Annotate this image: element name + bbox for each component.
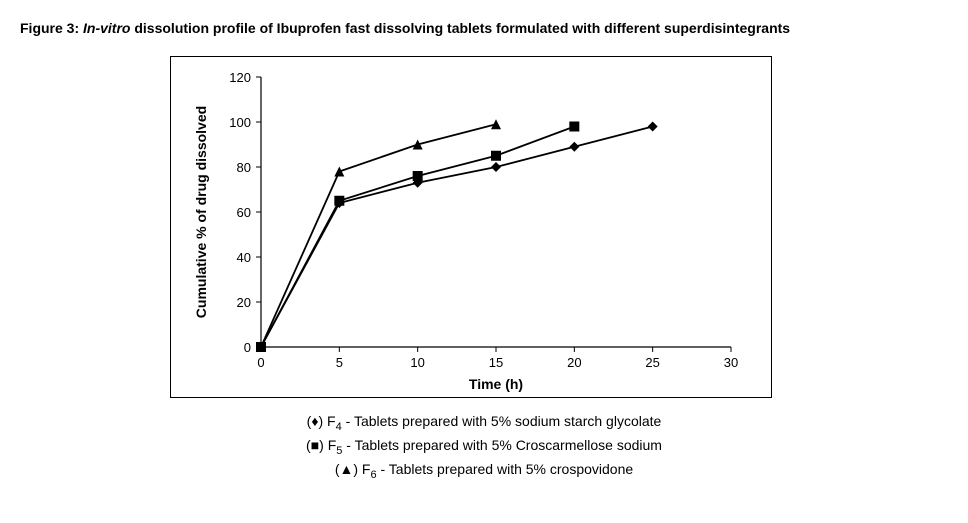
svg-text:20: 20 [567, 355, 581, 370]
svg-text:120: 120 [229, 70, 251, 85]
svg-text:0: 0 [244, 340, 251, 355]
svg-text:5: 5 [336, 355, 343, 370]
title-rest: dissolution profile of Ibuprofen fast di… [130, 20, 790, 36]
svg-text:Time (h): Time (h) [469, 376, 523, 392]
svg-text:10: 10 [410, 355, 424, 370]
chart-svg: 0 20 40 60 80 100 120 0 5 10 15 20 25 30 Time (h) Cumul… [171, 57, 771, 397]
diamond-icon: ♦ [311, 413, 318, 429]
legend-item-f5: (■) F5 - Tablets prepared with 5% Crosca… [20, 437, 948, 457]
svg-text:100: 100 [229, 115, 251, 130]
svg-text:15: 15 [489, 355, 503, 370]
square-icon: ■ [311, 437, 319, 453]
triangle-icon: ▲ [339, 461, 353, 477]
legend-item-f4: (♦) F4 - Tablets prepared with 5% sodium… [20, 413, 948, 433]
svg-text:60: 60 [237, 205, 251, 220]
figure-title: Figure 3: In-vitro dissolution profile o… [20, 20, 948, 36]
svg-text:40: 40 [237, 250, 251, 265]
dissolution-chart: 0 20 40 60 80 100 120 0 5 10 15 20 25 30 Time (h) Cumul… [170, 56, 772, 398]
title-prefix: Figure 3: [20, 20, 83, 36]
svg-text:30: 30 [724, 355, 738, 370]
svg-text:80: 80 [237, 160, 251, 175]
svg-text:20: 20 [237, 295, 251, 310]
legend: (♦) F4 - Tablets prepared with 5% sodium… [20, 413, 948, 480]
svg-text:25: 25 [645, 355, 659, 370]
svg-text:Cumulative % of drug dissolved: Cumulative % of drug dissolved [193, 106, 209, 318]
title-italic: In-vitro [83, 20, 130, 36]
svg-text:0: 0 [257, 355, 264, 370]
legend-item-f6: (▲) F6 - Tablets prepared with 5% crospo… [20, 461, 948, 481]
